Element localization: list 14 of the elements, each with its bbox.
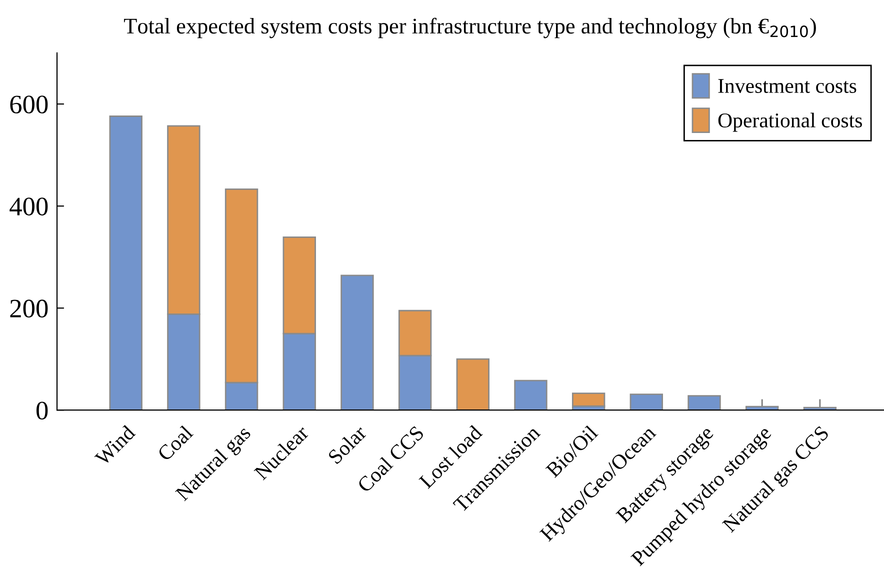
- bar: [688, 395, 721, 410]
- bar: [630, 394, 664, 410]
- y-tick-label: 600: [10, 96, 48, 114]
- bar: [514, 380, 548, 410]
- chart-title: Total expected system costs per infrastructure type and technology (bn €$_{2010}$): [124, 18, 816, 38]
- y-tick-label: 400: [10, 198, 48, 216]
- y-tick-label: 0: [36, 402, 48, 420]
- bar: [340, 274, 374, 410]
- y-tick-label: 200: [10, 300, 48, 318]
- bar: [456, 358, 490, 410]
- legend-label: Operational costs: [718, 112, 862, 132]
- bar: [572, 392, 606, 407]
- bar: [109, 116, 142, 410]
- legend-label: Investment costs: [718, 79, 856, 93]
